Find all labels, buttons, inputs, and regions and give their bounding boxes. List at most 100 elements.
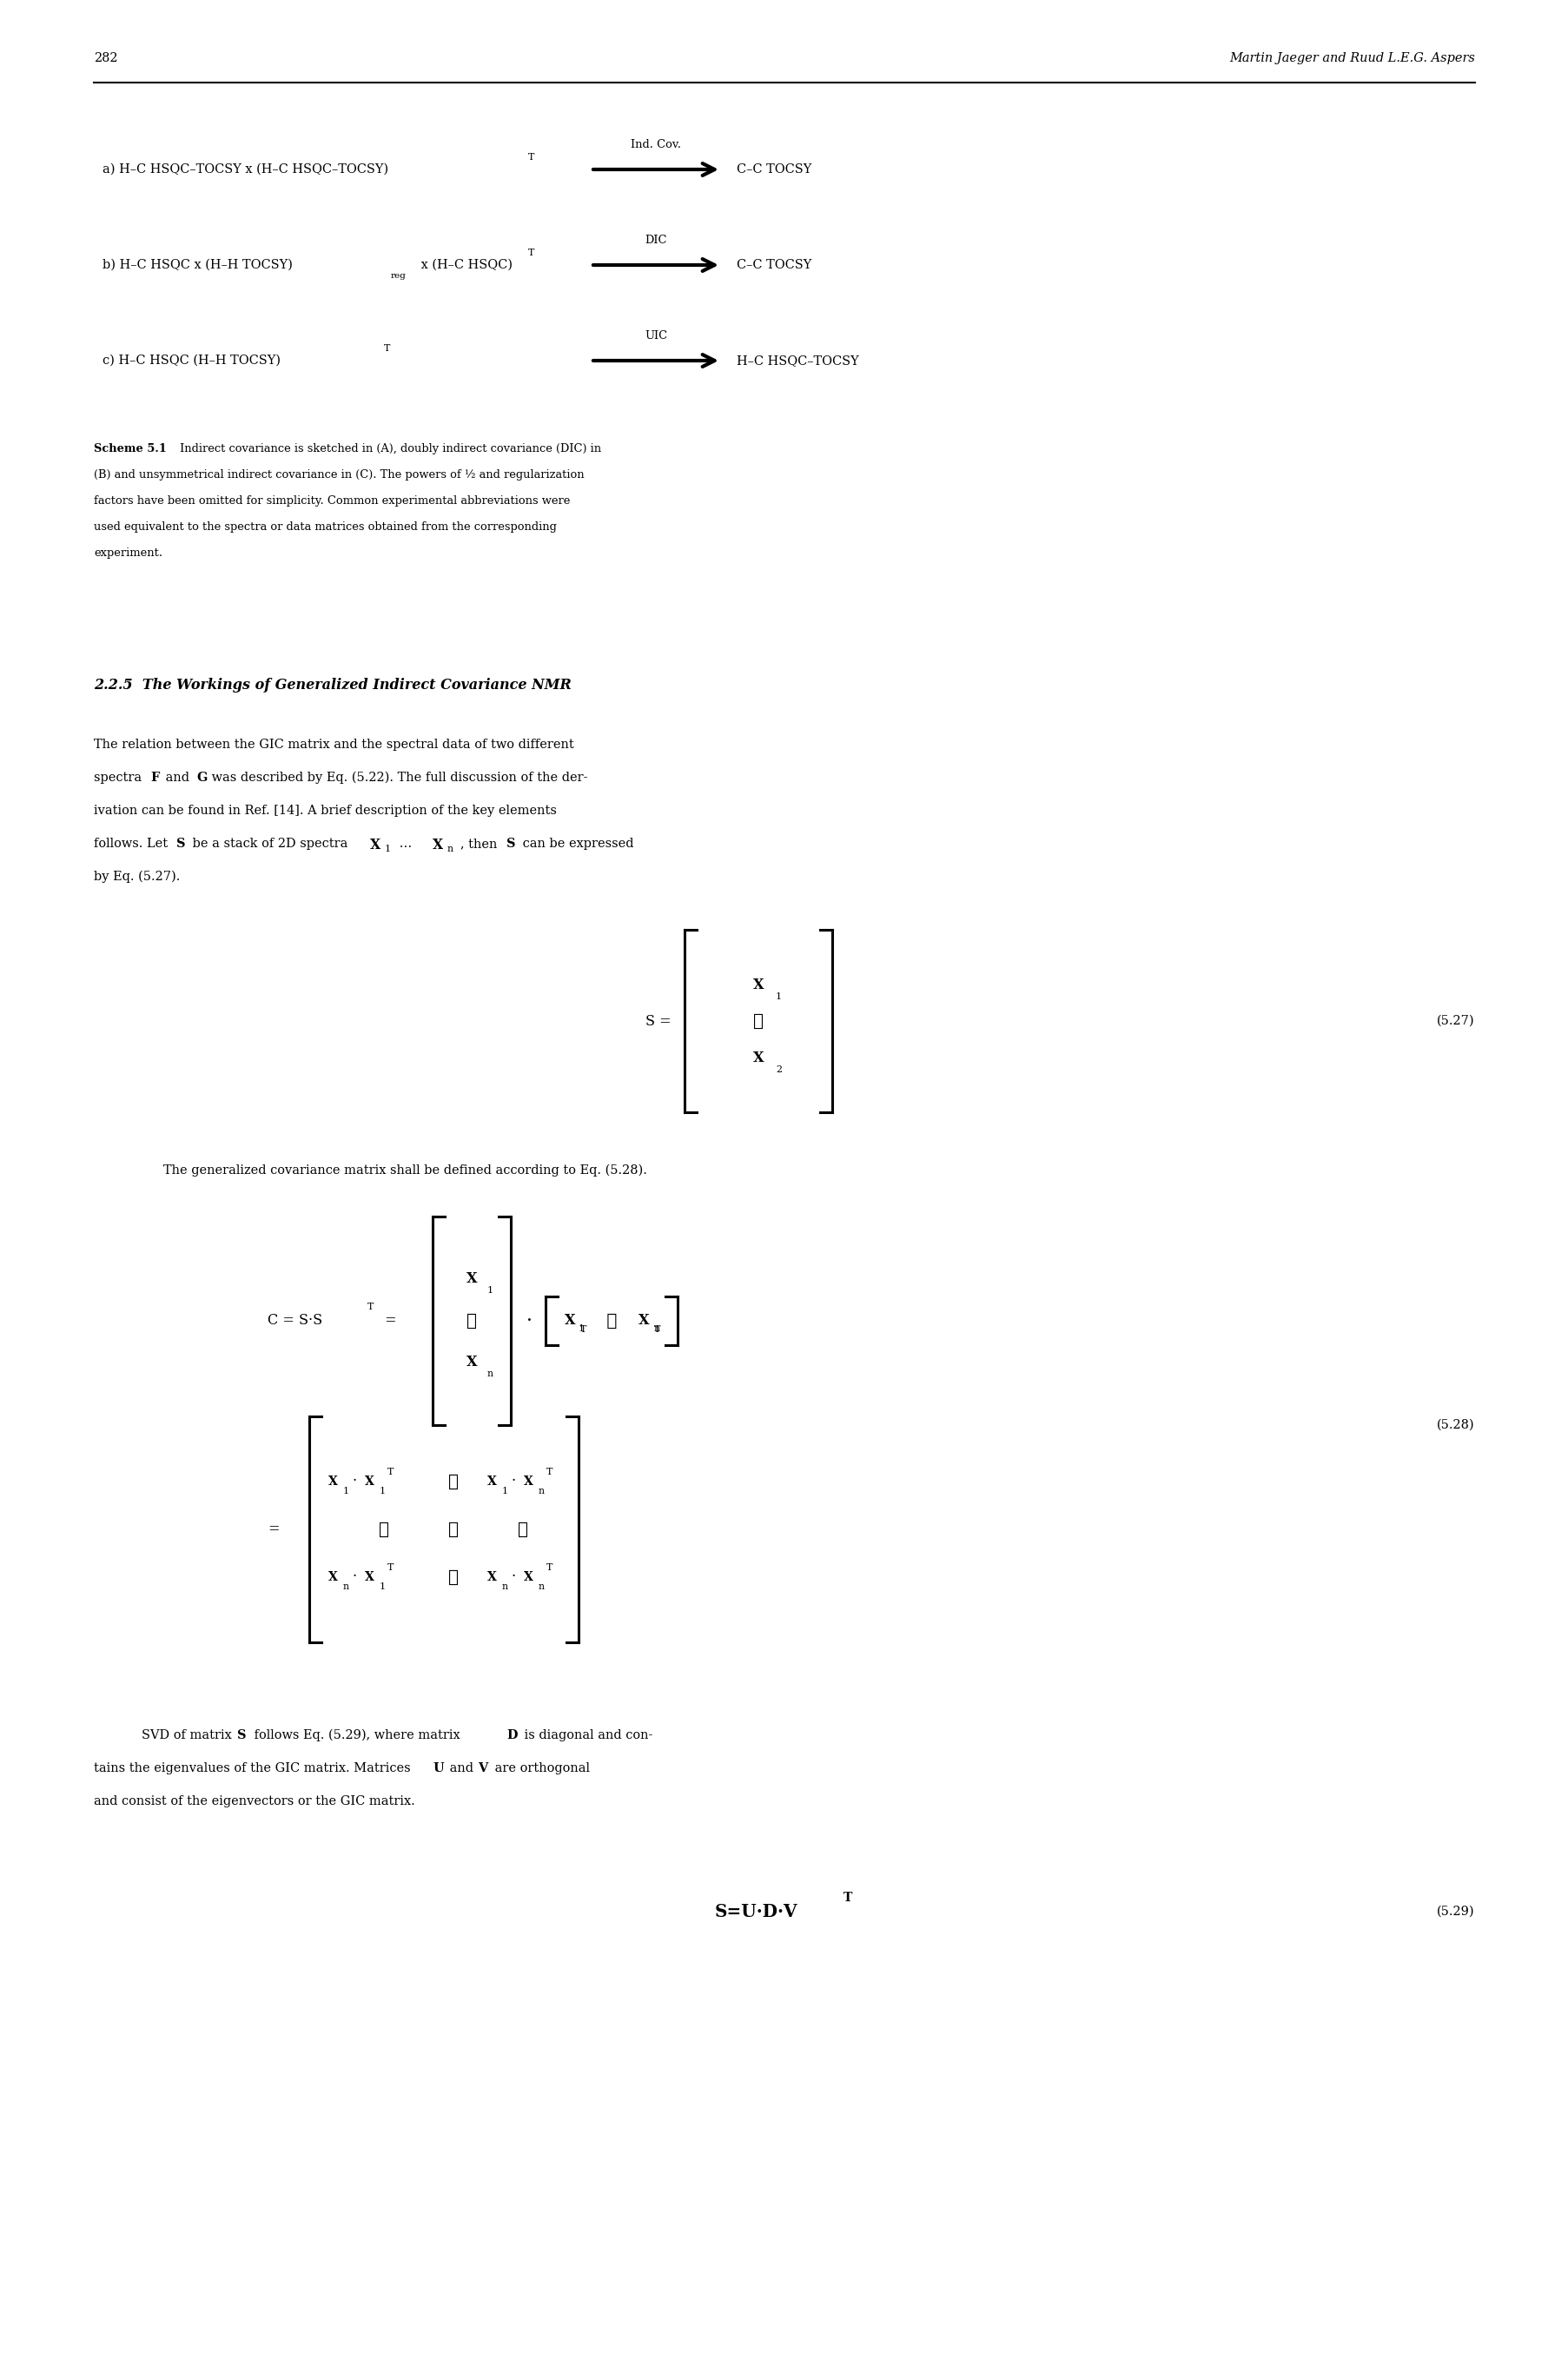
Text: X: X — [564, 1314, 575, 1328]
Text: D: D — [506, 1730, 517, 1742]
Text: reg: reg — [390, 273, 406, 280]
Text: ivation can be found in Ref. [14]. A brief description of the key elements: ivation can be found in Ref. [14]. A bri… — [94, 805, 557, 817]
Text: ⋯: ⋯ — [448, 1568, 458, 1584]
Text: be a stack of 2D spectra: be a stack of 2D spectra — [188, 838, 351, 850]
Text: X: X — [328, 1570, 337, 1584]
Text: 1: 1 — [343, 1488, 350, 1495]
Text: and: and — [162, 772, 193, 784]
Text: 1: 1 — [379, 1488, 386, 1495]
Text: X: X — [753, 977, 764, 991]
Text: c) H–C HSQC (H–H TOCSY): c) H–C HSQC (H–H TOCSY) — [102, 355, 281, 367]
Text: Indirect covariance is sketched in (A), doubly indirect covariance (DIC) in: Indirect covariance is sketched in (A), … — [176, 443, 601, 454]
Text: 2.2.5  The Workings of Generalized Indirect Covariance NMR: 2.2.5 The Workings of Generalized Indire… — [94, 678, 571, 692]
Text: by Eq. (5.27).: by Eq. (5.27). — [94, 871, 180, 883]
Text: T: T — [654, 1325, 660, 1335]
Text: V: V — [478, 1763, 488, 1775]
Text: C–C TOCSY: C–C TOCSY — [737, 259, 811, 271]
Text: X: X — [433, 838, 442, 852]
Text: 1: 1 — [384, 845, 390, 852]
Text: ·: · — [353, 1570, 358, 1584]
Text: S: S — [506, 838, 516, 850]
Text: F: F — [151, 772, 160, 784]
Text: The relation between the GIC matrix and the spectral data of two different: The relation between the GIC matrix and … — [94, 739, 574, 751]
Text: S: S — [237, 1730, 246, 1742]
Text: ⋯: ⋯ — [448, 1474, 458, 1490]
Text: S=U·D·V: S=U·D·V — [715, 1902, 798, 1921]
Text: ·: · — [511, 1474, 516, 1490]
Text: T: T — [580, 1325, 586, 1335]
Text: ⋯: ⋯ — [601, 1314, 622, 1330]
Text: are orthogonal: are orthogonal — [491, 1763, 590, 1775]
Text: X: X — [365, 1570, 375, 1584]
Text: X: X — [638, 1314, 649, 1328]
Text: ⋱: ⋱ — [448, 1521, 458, 1537]
Text: T: T — [367, 1302, 373, 1311]
Text: (5.29): (5.29) — [1436, 1907, 1474, 1919]
Text: factors have been omitted for simplicity. Common experimental abbreviations were: factors have been omitted for simplicity… — [94, 494, 569, 506]
Text: T: T — [387, 1467, 394, 1476]
Text: follows. Let: follows. Let — [94, 838, 171, 850]
Text: experiment.: experiment. — [94, 548, 163, 558]
Text: 1: 1 — [775, 993, 781, 1000]
Text: C = S·S: C = S·S — [268, 1314, 321, 1328]
Text: ⋮: ⋮ — [753, 1012, 764, 1029]
Text: 2: 2 — [775, 1066, 781, 1073]
Text: , then: , then — [459, 838, 500, 850]
Text: ⋮: ⋮ — [378, 1521, 389, 1537]
Text: 1: 1 — [379, 1582, 386, 1591]
Text: =: = — [268, 1523, 279, 1537]
Text: follows Eq. (5.29), where matrix: follows Eq. (5.29), where matrix — [249, 1730, 464, 1742]
Text: U: U — [433, 1763, 444, 1775]
Text: =: = — [381, 1314, 397, 1328]
Text: X: X — [370, 838, 381, 852]
Text: T: T — [384, 344, 390, 353]
Text: n: n — [488, 1370, 494, 1377]
Text: Martin Jaeger and Ruud L.E.G. Aspers: Martin Jaeger and Ruud L.E.G. Aspers — [1229, 52, 1474, 64]
Text: H–C HSQC–TOCSY: H–C HSQC–TOCSY — [737, 355, 858, 367]
Text: X: X — [365, 1476, 375, 1488]
Text: n: n — [447, 845, 453, 852]
Text: (5.27): (5.27) — [1436, 1015, 1474, 1026]
Text: T: T — [546, 1563, 552, 1572]
Text: ·: · — [353, 1474, 358, 1490]
Text: G: G — [196, 772, 207, 784]
Text: ⋮: ⋮ — [466, 1314, 477, 1330]
Text: and consist of the eigenvectors or the GIC matrix.: and consist of the eigenvectors or the G… — [94, 1796, 416, 1808]
Text: Scheme 5.1: Scheme 5.1 — [94, 443, 166, 454]
Text: X: X — [466, 1356, 477, 1370]
Text: 1: 1 — [488, 1285, 494, 1295]
Text: T: T — [387, 1563, 394, 1572]
Text: and: and — [445, 1763, 477, 1775]
Text: was described by Eq. (5.22). The full discussion of the der-: was described by Eq. (5.22). The full di… — [207, 772, 588, 784]
Text: X: X — [753, 1050, 764, 1064]
Text: tains the eigenvalues of the GIC matrix. Matrices: tains the eigenvalues of the GIC matrix.… — [94, 1763, 414, 1775]
Text: n: n — [538, 1488, 544, 1495]
Text: UIC: UIC — [644, 330, 666, 341]
Text: ⋮: ⋮ — [517, 1521, 528, 1537]
Text: C–C TOCSY: C–C TOCSY — [737, 162, 811, 177]
Text: T: T — [844, 1893, 851, 1904]
Text: T: T — [528, 250, 535, 257]
Text: n: n — [538, 1582, 544, 1591]
Text: The generalized covariance matrix shall be defined according to Eq. (5.28).: The generalized covariance matrix shall … — [163, 1165, 646, 1177]
Text: (5.28): (5.28) — [1436, 1419, 1474, 1431]
Text: x (H–C HSQC): x (H–C HSQC) — [417, 259, 513, 271]
Text: a) H–C HSQC–TOCSY x (H–C HSQC–TOCSY): a) H–C HSQC–TOCSY x (H–C HSQC–TOCSY) — [102, 162, 389, 177]
Text: is diagonal and con-: is diagonal and con- — [521, 1730, 652, 1742]
Text: X: X — [328, 1476, 337, 1488]
Text: 1: 1 — [502, 1488, 508, 1495]
Text: n: n — [502, 1582, 508, 1591]
Text: spectra: spectra — [94, 772, 146, 784]
Text: S: S — [176, 838, 185, 850]
Text: T: T — [528, 153, 535, 162]
Text: X: X — [466, 1271, 477, 1288]
Text: T: T — [546, 1467, 552, 1476]
Text: (B) and unsymmetrical indirect covariance in (C). The powers of ½ and regulariza: (B) and unsymmetrical indirect covarianc… — [94, 468, 583, 480]
Text: ·: · — [527, 1311, 532, 1330]
Text: X: X — [524, 1476, 533, 1488]
Text: X: X — [524, 1570, 533, 1584]
Text: SVD of matrix: SVD of matrix — [141, 1730, 235, 1742]
Text: 282: 282 — [94, 52, 118, 64]
Text: n: n — [343, 1582, 350, 1591]
Text: X: X — [488, 1570, 497, 1584]
